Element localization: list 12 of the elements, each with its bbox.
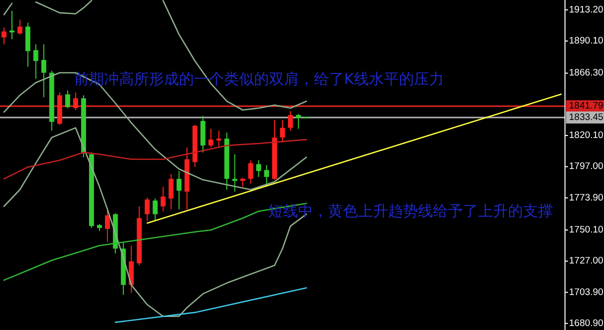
ref-label: 1841.79 (569, 100, 604, 112)
ytick: 1820.10 (569, 130, 604, 142)
ytick: 1890.10 (569, 36, 604, 47)
ref-label: 1833.45 (569, 112, 604, 123)
ytick: 1773.90 (569, 192, 604, 204)
ytick: 1750.10 (569, 224, 604, 236)
ytick: 1703.90 (569, 286, 604, 298)
ytick: 1866.30 (569, 68, 604, 79)
ytick: 1727.00 (569, 256, 604, 267)
ytick: 1797.00 (569, 161, 604, 172)
ytick: 1913.20 (569, 4, 604, 16)
ytick: 1680.90 (569, 318, 604, 329)
